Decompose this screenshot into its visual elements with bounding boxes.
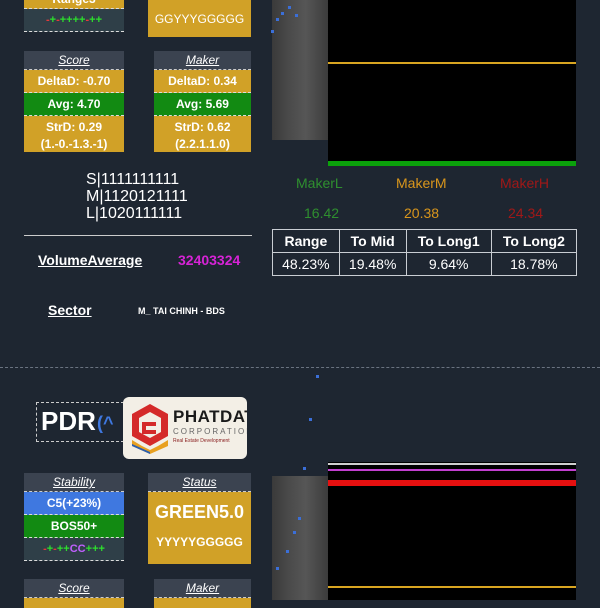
marker-dot	[286, 550, 289, 553]
stability-card: Stability C5(+23%) BOS50+ -+-++CC+++	[24, 473, 124, 561]
stats-value-row: 48.23% 19.48% 9.64% 18.78%	[272, 252, 578, 276]
stability-bos: BOS50+	[24, 515, 124, 538]
maker-card-bottom: Maker	[154, 579, 251, 608]
logo-sub: CORPORATION	[173, 427, 247, 436]
score-header: Score	[24, 51, 124, 70]
sector-label: Sector	[48, 302, 92, 318]
stats-value: 48.23%	[272, 252, 340, 276]
marker-dot	[293, 531, 296, 534]
maker-std-box: StrD: 0.62 (2.2.1.1.0)	[154, 116, 251, 152]
ticker-symbol: PDR	[41, 406, 96, 436]
stats-header: To Mid	[338, 229, 407, 253]
chart-panel-top	[328, 0, 576, 162]
score-card-bottom: Score	[24, 579, 124, 608]
level-line-gold-bottom	[328, 586, 576, 588]
section-separator	[0, 367, 600, 368]
stats-table: Range To Mid To Long1 To Long2 48.23% 19…	[272, 229, 578, 276]
logo-mark-icon	[132, 404, 168, 454]
status-box: GREEN5.0 YYYYYGGGGG	[148, 492, 251, 564]
marker-dot	[309, 418, 312, 421]
ticker-suffix: (^	[97, 413, 114, 433]
maker-card: Maker DeltaD: 0.34 Avg: 5.69 StrD: 0.62 …	[154, 51, 251, 152]
maker-m-value: 20.38	[404, 205, 440, 221]
score-std-box: StrD: 0.29 (1.-0.-1.3.-1)	[24, 116, 124, 152]
stability-header: Stability	[24, 473, 124, 492]
level-line-red	[328, 480, 576, 486]
stats-header: To Long2	[490, 229, 578, 253]
score-seq: (1.-0.-1.3.-1)	[40, 137, 108, 151]
level-line-green	[328, 161, 576, 166]
volume-value: 32403324	[178, 252, 241, 268]
stability-c5: C5(+23%)	[24, 492, 124, 515]
marker-dot	[276, 18, 279, 21]
marker-dot	[271, 30, 274, 33]
volume-label: VolumeAverage	[38, 252, 143, 268]
range-card: Range3 -+-++++-++	[24, 0, 124, 32]
range-signal: -+-++++-++	[24, 9, 124, 32]
level-line-purple	[328, 469, 576, 471]
score-header: Score	[24, 579, 124, 598]
stats-value: 18.78%	[490, 252, 578, 276]
status-card-top: GGYYYGGGGG	[148, 0, 251, 37]
logo-name: PHATDAT	[173, 407, 247, 426]
marker-dot	[276, 567, 279, 570]
marker-dot	[295, 14, 298, 17]
sml-block: S|1111111111 M|1120121111 L|1020111111	[86, 171, 188, 222]
volume-strip-bottom	[272, 476, 328, 600]
sml-s: S|1111111111	[86, 171, 180, 188]
stats-header: Range	[272, 229, 340, 253]
maker-l-value: 16.42	[304, 205, 340, 221]
status-header: Status	[148, 473, 251, 492]
sml-l: L|1020111111	[86, 205, 183, 222]
maker-m-label: MakerM	[396, 175, 447, 191]
level-line-white	[328, 463, 576, 465]
range-label: Range3	[24, 0, 124, 9]
stats-header: To Long1	[405, 229, 492, 253]
status-pattern: GGYYYGGGGG	[148, 0, 251, 37]
volume-strip-top	[272, 0, 328, 140]
maker-std: StrD: 0.62	[174, 120, 231, 134]
stats-header-row: Range To Mid To Long1 To Long2	[272, 229, 578, 253]
marker-dot	[316, 375, 319, 378]
stats-value: 9.64%	[405, 252, 492, 276]
maker-delta: DeltaD: 0.34	[154, 70, 251, 93]
stability-signal: -+-++CC+++	[24, 538, 124, 561]
score-delta: DeltaD: -0.70	[24, 70, 124, 93]
ticker-box[interactable]: PDR (^	[36, 402, 124, 442]
maker-h-label: MakerH	[500, 175, 550, 191]
stats-value: 19.48%	[338, 252, 407, 276]
divider-left	[24, 235, 252, 236]
sector-value: M_ TAI CHINH - BDS	[138, 306, 225, 316]
marker-dot	[288, 6, 291, 9]
company-logo: PHATDAT CORPORATION Real Estate Developm…	[123, 397, 247, 459]
status-pattern: YYYYYGGGGG	[156, 535, 243, 549]
status-card: Status GREEN5.0 YYYYYGGGGG	[148, 473, 251, 564]
marker-dot	[303, 467, 306, 470]
maker-l-label: MakerL	[296, 175, 343, 191]
level-line-gold	[328, 62, 576, 64]
logo-tag: Real Estate Development	[173, 438, 230, 444]
maker-avg: Avg: 5.69	[154, 93, 251, 116]
marker-dot	[281, 12, 284, 15]
maker-h-value: 24.34	[508, 205, 544, 221]
score-avg: Avg: 4.70	[24, 93, 124, 116]
status-value: GREEN5.0	[154, 502, 245, 522]
maker-header: Maker	[154, 51, 251, 70]
maker-seq: (2.2.1.1.0)	[175, 137, 230, 151]
score-card: Score DeltaD: -0.70 Avg: 4.70 StrD: 0.29…	[24, 51, 124, 152]
maker-header: Maker	[154, 579, 251, 598]
sml-m: M|1120121111	[86, 188, 188, 205]
score-std: StrD: 0.29	[45, 120, 103, 134]
marker-dot	[298, 517, 301, 520]
